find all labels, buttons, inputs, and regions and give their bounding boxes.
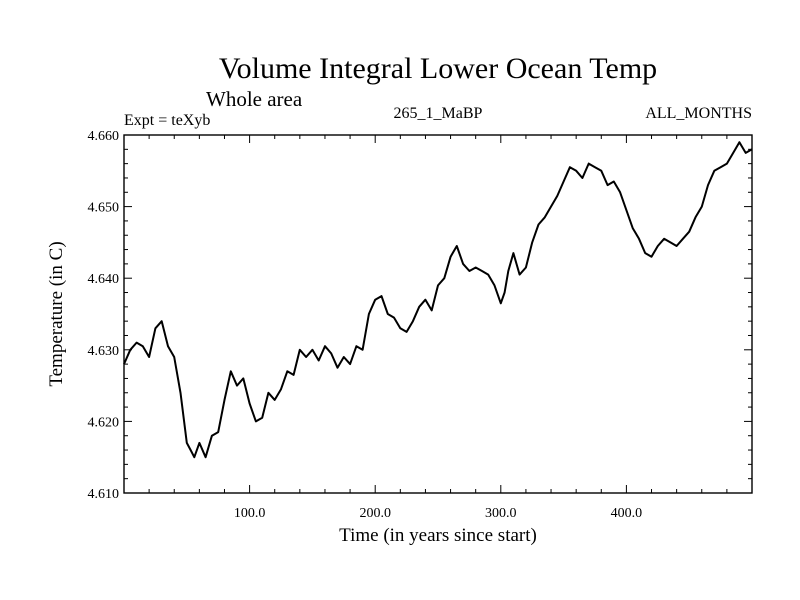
x-tick-label: 400.0 [611,506,643,521]
x-tick-label: 200.0 [359,506,391,521]
chart-title: Volume Integral Lower Ocean Temp [219,52,657,85]
y-tick-label: 4.620 [88,415,120,430]
y-axis-ticks: 4.610 4.620 4.630 4.640 4.650 4.660 [88,129,752,502]
run-label: 265_1_MaBP [394,105,483,122]
y-tick-label: 4.630 [88,344,120,359]
x-axis-label: Time (in years since start) [339,525,537,546]
plot-frame [123,134,753,494]
y-tick-label: 4.610 [88,487,120,502]
months-label: ALL_MONTHS [645,105,752,122]
temperature-series-line [123,141,753,459]
y-tick-label: 4.640 [88,272,120,287]
x-tick-label: 300.0 [485,506,517,521]
experiment-label: Expt = teXyb [124,112,210,129]
y-tick-label: 4.650 [88,201,120,216]
y-tick-label: 4.660 [88,129,120,144]
x-axis-ticks: 100.0 200.0 300.0 400.0 [148,135,728,521]
x-tick-label: 100.0 [234,506,266,521]
y-axis-label: Temperature (in C) [46,241,67,386]
chart-subtitle: Whole area [206,87,303,111]
